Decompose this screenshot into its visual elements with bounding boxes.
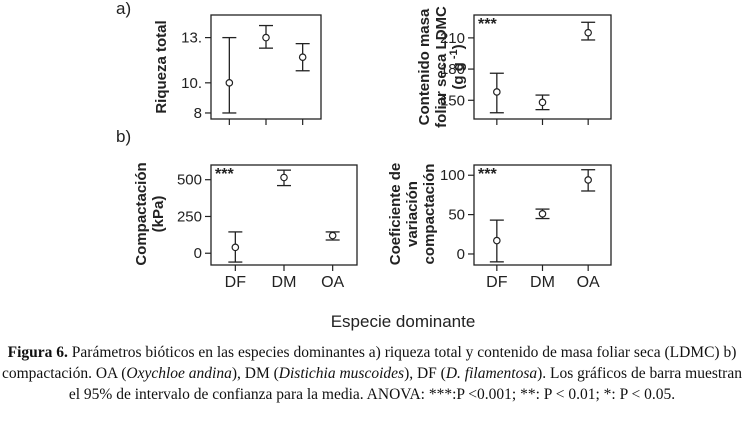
caption-text: Parámetros bióticos en las especies domi… xyxy=(2,344,737,382)
x-tick-label: DF xyxy=(486,274,508,291)
y-axis-label-line: Riqueza total xyxy=(153,20,170,113)
caption-dm-species: Distichia muscoides xyxy=(278,365,405,382)
x-axis-label: Especie dominante xyxy=(331,312,476,331)
significance-marker: *** xyxy=(478,166,497,183)
y-tick-label: 100 xyxy=(440,167,465,184)
x-tick-label: OA xyxy=(321,274,344,291)
figure-canvas: a) b) 8 10. 13. Riqueza total 150 180 210 *** Cont… xyxy=(116,0,612,331)
caption-text-4: ). Los gráficos de barra muestran el 95%… xyxy=(68,365,742,403)
caption-text-2: ), DM ( xyxy=(231,365,279,382)
caption-oa-species: Oxychloe andina xyxy=(126,365,232,382)
mean-point xyxy=(538,210,547,218)
mean-point xyxy=(225,79,234,87)
chart-panel-4: 0 50 100 DF DM OA *** Coeficiente devariaciónco… xyxy=(387,163,612,291)
mean-point xyxy=(298,53,307,62)
y-axis-label-line: (g g xyxy=(450,62,467,90)
mean-point xyxy=(584,176,592,184)
panel-label-b: b) xyxy=(116,127,131,146)
chart-panel-3: 0 250 500 DF DM OA *** Compactación(kPa) xyxy=(133,162,358,291)
y-axis-label-line: Coeficiente de xyxy=(387,163,404,266)
y-tick-label: 500 xyxy=(177,172,202,189)
y-tick-label: 10. xyxy=(181,75,202,92)
y-tick-label: 13. xyxy=(181,30,202,47)
caption-label: Figura 6. xyxy=(7,344,68,361)
y-axis-label-line: Contenido masa xyxy=(416,8,433,125)
y-axis-label-line: Compactación xyxy=(133,162,150,265)
y-tick-label: 180 xyxy=(440,61,465,78)
y-axis-label-line: (kPa) xyxy=(150,196,167,233)
y-tick-label: 150 xyxy=(440,92,465,109)
y-axis-label-superscript: -1 xyxy=(448,49,460,62)
y-axis-label: Compactación(kPa) xyxy=(133,162,167,265)
panel-label-a: a) xyxy=(116,0,131,18)
y-tick-label: 50 xyxy=(448,207,465,224)
mean-point xyxy=(584,28,592,37)
mean-point xyxy=(262,33,270,42)
chart-panel-1: 8 10. 13. Riqueza total xyxy=(153,14,322,125)
mean-point xyxy=(493,236,501,245)
y-tick-label: 210 xyxy=(440,30,465,47)
figure-caption: Figura 6. Parámetros bióticos en las esp… xyxy=(0,342,744,405)
y-axis-label: Riqueza total xyxy=(153,20,170,113)
mean-point xyxy=(538,98,547,107)
y-tick-label: 0 xyxy=(457,246,465,263)
mean-point xyxy=(493,88,501,96)
x-tick-label: DM xyxy=(272,274,297,291)
y-axis-label-close: ) xyxy=(450,44,467,49)
y-tick-label: 250 xyxy=(177,208,202,225)
y-tick-label: 8 xyxy=(194,105,202,122)
mean-point xyxy=(231,243,240,252)
chart-panel-2: 150 180 210 *** Contenido masafoliar seca LD… xyxy=(416,6,612,128)
y-axis-label-line: foliar seca LDMC xyxy=(433,6,450,128)
caption-df-species: D. filamentosa xyxy=(445,365,538,382)
mean-point xyxy=(328,231,337,240)
significance-marker: *** xyxy=(215,166,234,183)
mean-point xyxy=(280,173,288,182)
caption-text-3: ), DF ( xyxy=(404,365,446,382)
significance-marker: *** xyxy=(478,16,497,33)
x-tick-label: DM xyxy=(530,274,555,291)
y-axis-label-line: variación xyxy=(404,181,421,247)
y-axis-label: Coeficiente devariacióncompactación xyxy=(387,163,438,266)
x-tick-label: OA xyxy=(577,274,600,291)
y-tick-label: 0 xyxy=(194,245,202,262)
x-tick-label: DF xyxy=(225,274,247,291)
y-axis-label-line: compactación xyxy=(421,164,438,265)
y-axis-label: Contenido masafoliar seca LDMC(g g -1) xyxy=(416,6,467,128)
